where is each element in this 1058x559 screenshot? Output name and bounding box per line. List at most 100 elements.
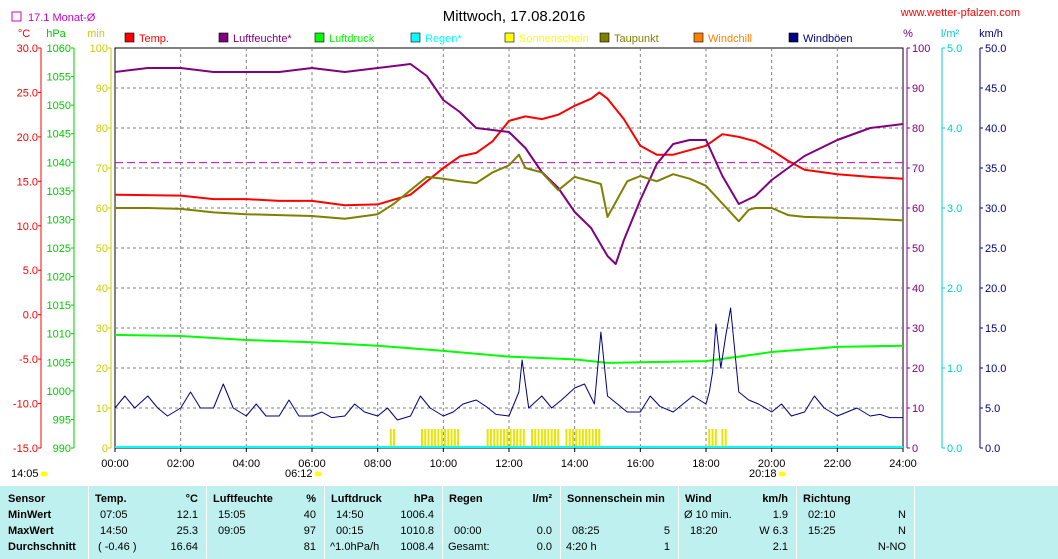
weather-chart: Mittwoch, 17.08.2016 www.wetter-pfalzen.…: [11, 7, 1020, 480]
stats-value: 0.0: [536, 541, 552, 553]
pressure-axis-tick-label: 1040: [47, 157, 71, 169]
temp-axis-tick-label: -15.0: [13, 443, 38, 455]
stats-value: N: [898, 525, 906, 537]
stats-value: 97: [303, 525, 316, 537]
stats-time: ^1.0hPa/h: [330, 541, 380, 553]
series-line-taupunkt: [115, 153, 904, 223]
stats-col-humidity: Luftfeuchte% 15:05 40 09:05 97 81: [206, 486, 325, 559]
rain-axis-tick-label: 5.0: [947, 43, 962, 55]
stats-unit: %: [306, 493, 316, 505]
stats-time: 18:20: [690, 525, 718, 537]
stats-value: N-NO: [877, 541, 906, 553]
sunset-label: 20:18: [749, 468, 777, 480]
pressure-axis-tick-label: 1025: [47, 243, 71, 255]
stats-time: 14:50: [336, 509, 364, 521]
sunrise-label: 06:12: [285, 468, 313, 480]
wind-axis-tick-label: 0.0: [985, 443, 1000, 455]
stats-value: 1: [663, 541, 670, 553]
stats-col-sensor: Sensor MinWert MaxWert Durchschnitt: [0, 486, 89, 559]
rain-axis-tick-label: 1.0: [947, 363, 962, 375]
stats-header-wind: Wind: [685, 493, 712, 505]
sunshine-axis-tick-label: 70: [96, 163, 108, 175]
stats-col-direction: Richtung 02:10 N 15:25 N N-NO: [796, 486, 915, 559]
stats-header-pressure: Luftdruck: [331, 493, 382, 505]
stats-time: 09:05: [218, 525, 246, 537]
stats-unit: l/m²: [532, 493, 552, 505]
stats-value: 1008.4: [400, 541, 434, 553]
temp-axis-tick-label: 5.0: [23, 265, 38, 277]
stats-time: 00:15: [336, 525, 364, 537]
rain-axis-tick-label: 0.0: [947, 443, 962, 455]
legend-label: Temp.: [139, 33, 169, 45]
monthly-avg-label: 17.1 Monat-Ø: [28, 12, 96, 24]
chart-title: Mittwoch, 17.08.2016: [443, 8, 586, 25]
x-axis-tick-label: 04:00: [233, 458, 261, 470]
legend-swatch: [504, 32, 515, 43]
humidity-axis-tick-label: 90: [912, 83, 924, 95]
temp-axis-tick-label: 10.0: [17, 221, 38, 233]
stats-value: 12.1: [176, 509, 198, 521]
x-axis-tick-label: 08:00: [364, 458, 392, 470]
pressure-axis-tick-label: 1020: [47, 272, 71, 284]
stats-value: 1010.8: [400, 525, 434, 537]
sunshine-axis-tick-label: 30: [96, 323, 108, 335]
pressure-axis-tick-label: 995: [53, 414, 71, 426]
stats-row-label: MaxWert: [8, 525, 54, 537]
stats-col-wind: Wind km/h Ø 10 min. 1.9 18:20 W 6.3 2.1: [678, 486, 797, 559]
monthly-avg-icon: [11, 11, 22, 22]
temp-axis-tick-label: 20.0: [17, 132, 38, 144]
temp-axis-tick-label: 15.0: [17, 176, 38, 188]
stats-col-sun: Sonnenschein min 08:25 5 4:20 h 1: [560, 486, 679, 559]
stats-unit: hPa: [413, 493, 434, 505]
humidity-axis-tick-label: 40: [912, 283, 924, 295]
humidity-axis-tick-label: 20: [912, 363, 924, 375]
x-axis-tick-label: 22:00: [824, 458, 852, 470]
stats-time: 15:05: [218, 509, 246, 521]
humidity-axis-tick-label: 50: [912, 243, 924, 255]
sunshine-axis-tick-label: 90: [96, 83, 108, 95]
temp-axis-tick-label: 0.0: [23, 310, 38, 322]
stats-header-humidity: Luftfeuchte: [213, 493, 273, 505]
x-axis-tick-label: 16:00: [627, 458, 655, 470]
stats-time: Ø 10 min.: [684, 509, 732, 521]
humidity-axis-tick-label: 0: [912, 443, 918, 455]
sunshine-axis-tick-label: 50: [96, 243, 108, 255]
stats-value: 0.0: [536, 525, 552, 537]
rain-axis-tick-label: 3.0: [947, 203, 962, 215]
legend-swatch: [218, 32, 229, 43]
x-axis-tick-label: 14:00: [561, 458, 589, 470]
rain-axis-tick-label: 2.0: [947, 283, 962, 295]
stats-value: 40: [303, 509, 316, 521]
series-line-luftfeuchte: [114, 63, 904, 265]
wind-axis-tick-label: 5.0: [985, 403, 1000, 415]
legend-swatch: [693, 32, 704, 43]
legend-swatch: [124, 32, 135, 43]
x-axis-tick-label: 00:00: [101, 458, 129, 470]
legend-swatch: [599, 32, 610, 43]
sunshine-axis-tick-label: 0: [102, 443, 108, 455]
legend-label: Luftdruck: [329, 33, 375, 45]
stats-time: Gesamt:: [448, 541, 490, 553]
series-line-temp: [114, 91, 904, 207]
legend-swatch: [788, 32, 799, 43]
legend-label: Regen*: [425, 33, 462, 45]
chart-grid: [114, 47, 904, 449]
stats-unit: km/h: [762, 493, 788, 505]
stats-value: 1.9: [772, 509, 788, 521]
pressure-axis-tick-label: 1005: [47, 357, 71, 369]
stats-header-sensor: Sensor: [8, 493, 46, 505]
legend-swatch: [314, 32, 325, 43]
right-axes: 10090807060504030201005.04.03.02.01.00.0…: [906, 43, 1006, 455]
stats-value: 16.64: [170, 541, 198, 553]
wind-axis-tick-label: 15.0: [985, 323, 1006, 335]
wind-axis-tick-label: 45.0: [985, 83, 1006, 95]
sunshine-axis-tick-label: 40: [96, 283, 108, 295]
stats-col-pressure: Luftdruck hPa 14:50 1006.4 00:15 1010.8 ^1.…: [324, 486, 443, 559]
humidity-axis-tick-label: 70: [912, 163, 924, 175]
pressure-axis-tick-label: 1000: [47, 386, 71, 398]
stats-header-temp: Temp.: [95, 493, 127, 505]
stats-row-label: MinWert: [8, 509, 52, 521]
sunshine-axis-tick-label: 10: [96, 403, 108, 415]
temp-axis-tick-label: 30.0: [17, 43, 38, 55]
pressure-axis-tick-label: 1010: [47, 329, 71, 341]
